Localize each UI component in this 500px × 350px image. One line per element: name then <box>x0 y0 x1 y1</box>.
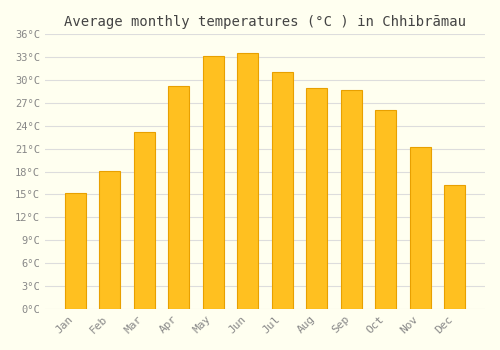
Bar <box>444 185 465 309</box>
Bar <box>272 72 292 309</box>
Bar <box>410 147 430 309</box>
Bar <box>376 110 396 309</box>
Bar <box>306 88 327 309</box>
Bar <box>100 171 120 309</box>
Bar <box>168 86 189 309</box>
Bar <box>134 132 154 309</box>
Title: Average monthly temperatures (°C ) in Chhibrāmau: Average monthly temperatures (°C ) in Ch… <box>64 15 466 29</box>
Bar <box>238 52 258 309</box>
Bar <box>341 90 361 309</box>
Bar <box>65 193 86 309</box>
Bar <box>203 56 224 309</box>
